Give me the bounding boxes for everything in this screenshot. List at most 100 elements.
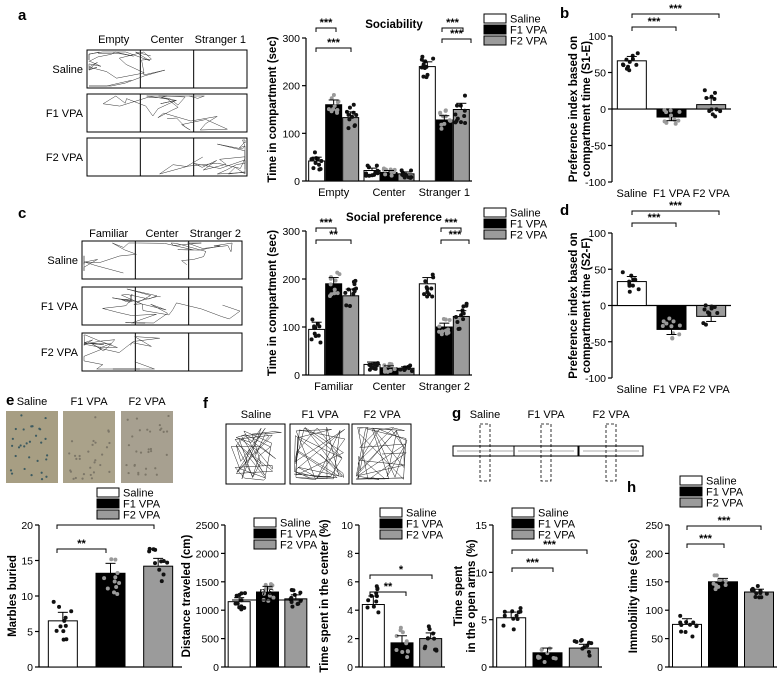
y-tick-label: -100 <box>585 373 606 385</box>
legend-label: Saline <box>280 518 311 530</box>
group-label: F2 VPA <box>363 409 401 421</box>
data-point <box>354 112 359 117</box>
data-point <box>69 609 74 614</box>
bar <box>435 119 453 182</box>
legend-swatch <box>679 497 703 508</box>
data-point <box>343 290 348 295</box>
data-point <box>664 120 669 125</box>
open-field-box <box>225 423 286 485</box>
significance-label: ** <box>384 581 393 593</box>
data-point <box>426 624 431 629</box>
data-point <box>664 110 669 115</box>
data-point <box>758 589 763 594</box>
legend-label: F1 VPA <box>123 499 161 511</box>
movement-trace <box>294 427 346 480</box>
data-point <box>453 120 458 125</box>
data-point <box>687 622 692 627</box>
data-point <box>587 653 592 658</box>
bar <box>95 572 126 668</box>
marble <box>10 472 14 475</box>
data-point <box>702 307 707 312</box>
significance-bracket <box>56 548 107 553</box>
data-point <box>425 294 430 299</box>
data-point <box>630 283 635 288</box>
data-point <box>627 59 632 64</box>
data-point <box>263 586 268 591</box>
legend-label: F1 VPA <box>406 519 444 531</box>
data-point <box>268 582 273 587</box>
bar <box>616 60 647 110</box>
data-point <box>502 609 507 614</box>
bar <box>419 638 443 668</box>
bar <box>143 565 174 668</box>
y-tick-label: 1500 <box>196 577 220 589</box>
data-point <box>764 591 769 596</box>
marble <box>75 457 78 460</box>
x-tick-label: Stranger 2 <box>419 381 470 393</box>
legend-swatch <box>379 529 403 540</box>
data-point <box>694 624 699 629</box>
data-point <box>422 292 427 297</box>
x-tick-label: Stranger 1 <box>419 187 470 199</box>
data-point <box>636 287 641 292</box>
data-point <box>431 56 436 61</box>
legend-swatch <box>253 539 277 550</box>
movement-trace <box>88 51 166 87</box>
data-point <box>424 285 429 290</box>
group-label: Saline <box>470 409 501 421</box>
legend-label: F1 VPA <box>510 25 548 37</box>
data-point <box>309 337 314 342</box>
data-point <box>713 587 718 592</box>
data-point <box>242 591 247 596</box>
arena-box <box>81 286 243 326</box>
arena-box <box>86 137 248 177</box>
marble <box>125 463 128 467</box>
bar <box>284 598 308 668</box>
data-point <box>312 324 317 329</box>
group-label: F1 VPA <box>46 108 84 120</box>
data-point <box>634 62 639 67</box>
data-point <box>677 332 682 337</box>
legend-label: F2 VPA <box>510 36 548 48</box>
legend-label: Saline <box>706 476 737 488</box>
y-axis-label: Distance traveled (cm) <box>181 534 193 657</box>
legend-swatch <box>483 35 507 46</box>
marble <box>44 416 47 420</box>
significance-label: *** <box>449 229 463 241</box>
data-point <box>511 627 516 632</box>
marble <box>146 428 149 431</box>
data-point <box>668 108 673 113</box>
data-point <box>233 601 238 606</box>
marble <box>127 471 130 475</box>
data-point <box>670 335 675 340</box>
y-tick-label: -50 <box>591 141 606 153</box>
chart-title: Social preference <box>346 212 442 224</box>
y-tick-label: 1000 <box>196 605 220 617</box>
data-point <box>461 317 466 322</box>
data-point <box>516 610 521 615</box>
chart-preference_s1e: -100 -50 0 50 100 Preference index based on co… <box>568 3 731 200</box>
y-tick-label: 0 <box>481 662 487 673</box>
data-point <box>365 605 370 610</box>
significance-bracket <box>56 524 155 529</box>
significance-bracket <box>686 543 725 548</box>
significance-label: *** <box>446 17 460 29</box>
marble <box>74 476 77 480</box>
significance-label: *** <box>699 533 713 545</box>
y-axis-label: Time in compartment (sec) <box>267 230 279 376</box>
data-point <box>313 333 318 338</box>
data-point <box>709 306 714 311</box>
data-point <box>668 113 673 118</box>
y-axis-label: Time spent in the center (%) <box>319 519 331 672</box>
data-point <box>147 546 152 551</box>
maze-closed-arm <box>540 423 552 482</box>
data-point <box>318 340 323 345</box>
data-point <box>331 107 336 112</box>
data-point <box>109 557 114 562</box>
data-point <box>443 108 448 113</box>
y-axis-label: Time in compartment (sec) <box>267 36 279 182</box>
data-point <box>542 660 547 665</box>
marble <box>44 437 47 440</box>
data-point <box>455 116 460 121</box>
